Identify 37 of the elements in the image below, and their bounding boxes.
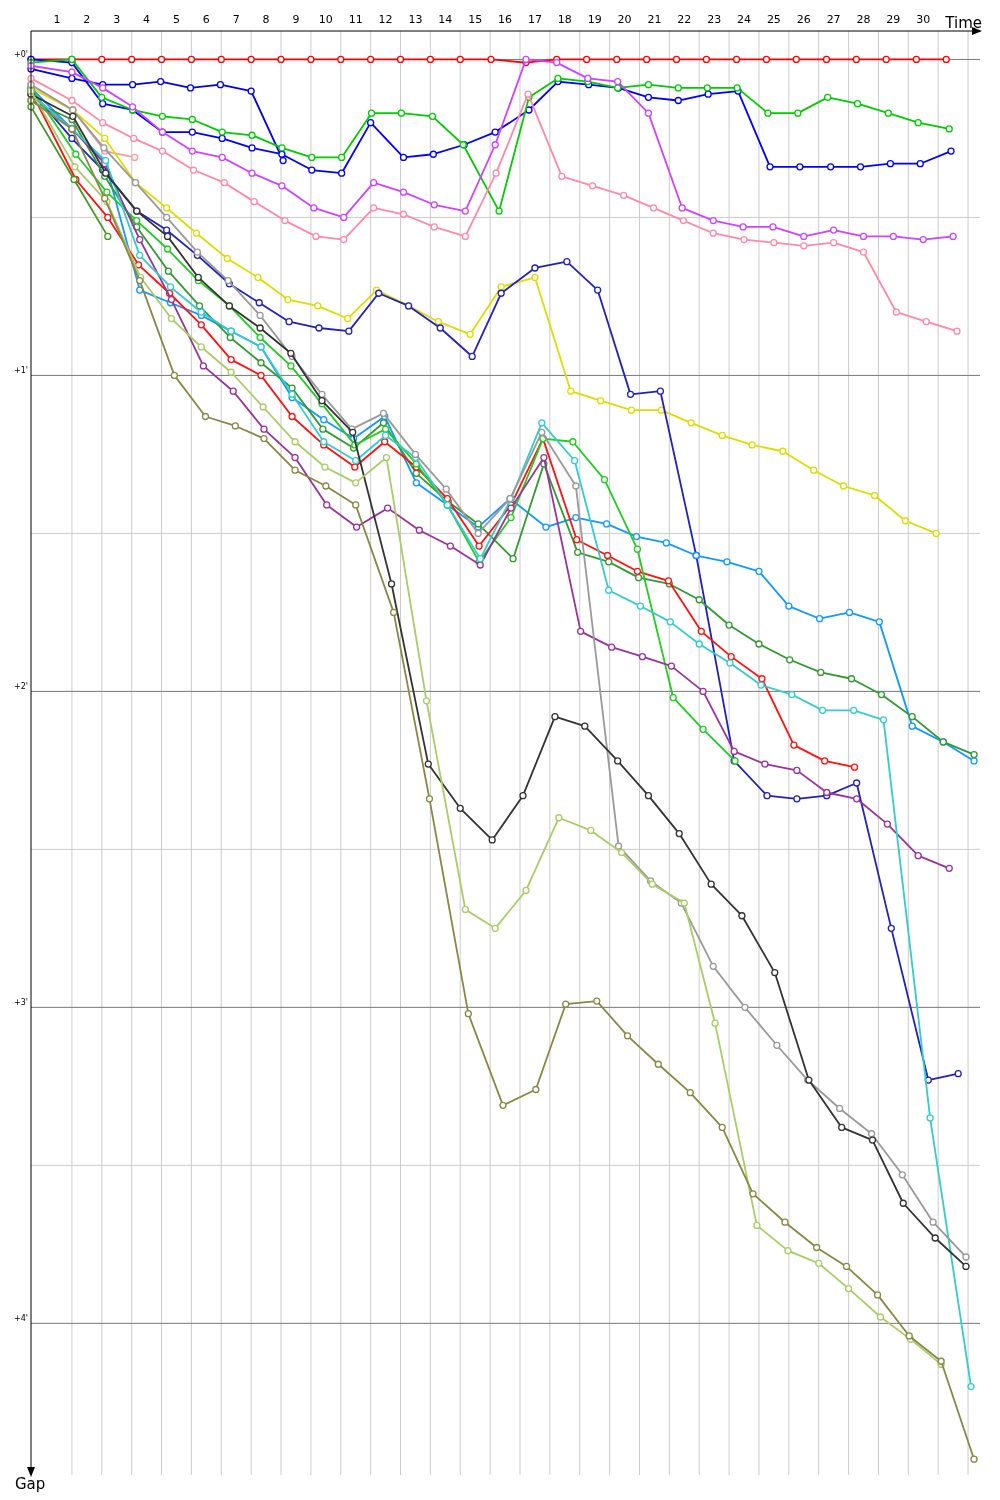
x-tick-label: 11 [348, 13, 363, 26]
y-tick-label: +1' [14, 366, 28, 376]
x-tick-label: 16 [498, 13, 513, 26]
x-tick-label: 7 [232, 13, 240, 26]
x-tick-label: 19 [587, 13, 602, 26]
x-tick-label: 6 [202, 13, 210, 26]
x-tick-label: 20 [617, 13, 632, 26]
x-axis-title: Time [944, 14, 982, 32]
y-tick-label: +3' [14, 998, 28, 1008]
x-tick-label: 15 [468, 13, 483, 26]
x-tick-label: 17 [527, 13, 542, 26]
x-tick-label: 5 [172, 13, 180, 26]
x-tick-label: 28 [856, 13, 871, 26]
y-axis-title: Gap [15, 1475, 46, 1493]
x-tick-label: 29 [886, 13, 901, 26]
x-tick-label: 10 [318, 13, 333, 26]
x-tick-label: 4 [143, 13, 151, 26]
x-tick-label: 2 [83, 13, 91, 26]
x-tick-label: 9 [292, 13, 300, 26]
y-tick-label: +0' [14, 50, 28, 60]
x-tick-label: 18 [557, 13, 572, 26]
x-tick-label: 21 [647, 13, 662, 26]
x-tick-label: 22 [677, 13, 692, 26]
x-tick-label: 12 [378, 13, 393, 26]
x-tick-label: 25 [766, 13, 781, 26]
y-tick-label: +4' [14, 1314, 28, 1324]
x-tick-label: 8 [262, 13, 270, 26]
x-tick-label: 24 [737, 13, 752, 26]
x-tick-label: 13 [408, 13, 423, 26]
x-tick-label: 27 [826, 13, 841, 26]
x-tick-label: 26 [796, 13, 811, 26]
x-tick-label: 14 [438, 13, 453, 26]
x-tick-label: 30 [916, 13, 931, 26]
x-tick-label: 1 [53, 13, 61, 26]
x-tick-label: 23 [707, 13, 722, 26]
y-tick-label: +2' [14, 682, 28, 692]
x-tick-label: 3 [113, 13, 121, 26]
